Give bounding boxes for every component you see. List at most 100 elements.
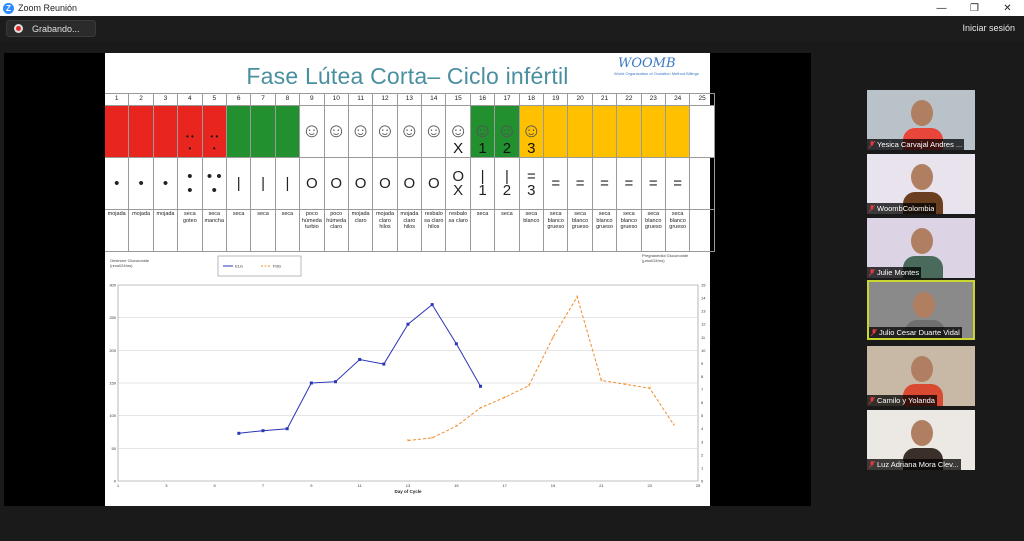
- left-axis-label: Oestrone Glucuronide: [110, 258, 150, 263]
- y-tick-right: 13: [701, 309, 706, 314]
- participant-face: [911, 420, 933, 446]
- muted-mic-icon: [869, 269, 875, 276]
- muted-mic-icon: [869, 397, 875, 404]
- description-cell: seca blanco grueso: [592, 210, 618, 252]
- description-cell: seca blanco grueso: [641, 210, 666, 252]
- day-cell: 1: [105, 93, 130, 106]
- data-point: ×: [455, 424, 458, 430]
- close-button[interactable]: ✕: [1003, 2, 1012, 14]
- recording-indicator-button[interactable]: Grabando...: [6, 20, 96, 37]
- description-cell: [690, 210, 715, 252]
- baby-stamp-icon: ☺: [326, 120, 347, 143]
- participant-tile[interactable]: Yesica Carvajal Andres ...: [867, 90, 975, 150]
- participant-face: [911, 356, 933, 382]
- baby-stamp-icon: ☺: [301, 120, 323, 143]
- minimize-button[interactable]: —: [936, 2, 947, 14]
- x-tick: 15: [454, 483, 459, 488]
- participant-face: [911, 164, 933, 190]
- muted-mic-icon: [869, 141, 875, 148]
- day-cell: 14: [422, 93, 447, 106]
- stamp-mark: 2: [502, 140, 512, 157]
- participant-tile[interactable]: WoombColombia: [867, 154, 975, 214]
- description-cell: mojada: [105, 210, 130, 252]
- day-cell: 17: [495, 93, 520, 106]
- presentation-slide: Fase Lútea Corta– Ciclo infértil WOOMB W…: [105, 53, 715, 506]
- symbol-cell: =: [544, 158, 569, 210]
- x-tick: 19: [551, 483, 556, 488]
- y-tick-left: 50: [112, 446, 117, 451]
- day-cell: 23: [641, 93, 666, 106]
- day-cell: 10: [324, 93, 349, 106]
- participant-face: [911, 100, 933, 126]
- description-cell: poco húmeda claro: [324, 210, 349, 252]
- participant-tile[interactable]: Julie Montes: [867, 218, 975, 278]
- description-cell: seca blanco grueso: [665, 210, 691, 252]
- y-tick-left: 100: [109, 413, 116, 418]
- muted-mic-icon: [869, 461, 875, 468]
- symbol-cell: |: [275, 158, 301, 210]
- description-cell: seca mancha: [202, 210, 227, 252]
- stamp-cell: [105, 106, 130, 158]
- day-cell: 16: [470, 93, 496, 106]
- participant-name: Yesica Carvajal Andres ...: [877, 140, 963, 149]
- x-tick: 3: [165, 483, 168, 488]
- participant-tile[interactable]: Julio Cesar Duarte Vidal: [867, 280, 975, 340]
- legend-label: E1G: [235, 264, 243, 269]
- y-tick-right: 0: [701, 479, 704, 484]
- logo-text: WOOMB: [618, 56, 676, 71]
- day-cell: 5: [202, 93, 227, 106]
- data-point: [237, 431, 241, 435]
- data-point: [382, 362, 386, 366]
- participant-tile[interactable]: Camilo y Yolanda: [867, 346, 975, 406]
- day-cell: 24: [665, 93, 691, 106]
- symbol-cell: | 2: [495, 158, 520, 210]
- symbol-cell: O: [348, 158, 374, 210]
- day-cell: 13: [397, 93, 423, 106]
- baby-stamp-icon: ☺: [496, 120, 518, 143]
- sign-in-link[interactable]: Iniciar sesión: [962, 23, 1015, 33]
- participant-tile[interactable]: Luz Adriana Mora Clev...: [867, 410, 975, 470]
- symbol-cell: O: [422, 158, 447, 210]
- data-point: [309, 381, 313, 385]
- restore-button[interactable]: ❐: [970, 2, 979, 14]
- participant-name: Camilo y Yolanda: [877, 396, 935, 405]
- description-cell: resbalo sa claro hilos: [422, 210, 447, 252]
- data-point: [261, 429, 265, 433]
- stamp-cell: • • •: [202, 106, 227, 158]
- symbol-cell: O: [324, 158, 349, 210]
- data-point: ×: [624, 382, 627, 388]
- data-point: ×: [672, 422, 675, 428]
- y-tick-left: 250: [109, 315, 116, 320]
- x-tick: 9: [310, 483, 313, 488]
- x-tick: 25: [696, 483, 701, 488]
- day-cell: 6: [226, 93, 252, 106]
- data-point: [285, 427, 289, 431]
- participant-name-bar: Julie Montes: [867, 267, 922, 278]
- symbol-cell: [690, 158, 715, 210]
- meeting-topbar: Grabando... Iniciar sesión: [0, 16, 1024, 42]
- stamp-cell: [641, 106, 666, 158]
- description-cell: seca blanco grueso: [568, 210, 593, 252]
- data-point: ×: [552, 335, 555, 341]
- legend-box: [217, 255, 302, 277]
- stamp-cell: [275, 106, 301, 158]
- day-cell: 22: [617, 93, 642, 106]
- right-axis-label: (µmol/24hrs): [642, 258, 665, 263]
- symbol-cell: = 3: [519, 158, 545, 210]
- y-tick-right: 9: [701, 361, 704, 366]
- stamp-cell: [129, 106, 154, 158]
- y-tick-right: 7: [701, 387, 704, 392]
- recording-label: Grabando...: [32, 23, 80, 34]
- x-tick: 5: [214, 483, 217, 488]
- day-cell: 9: [300, 93, 325, 106]
- y-tick-right: 3: [701, 439, 704, 444]
- symbol-cell: | 1: [470, 158, 496, 210]
- x-tick: 7: [262, 483, 265, 488]
- stamp-cell: ☺ X: [446, 106, 471, 158]
- x-tick: 13: [406, 483, 411, 488]
- left-axis-label: (nmol/24hrs): [110, 263, 133, 268]
- description-cell: seca: [495, 210, 520, 252]
- stamp-mark: X: [453, 140, 464, 157]
- data-point: [454, 342, 458, 346]
- data-point: [334, 380, 337, 384]
